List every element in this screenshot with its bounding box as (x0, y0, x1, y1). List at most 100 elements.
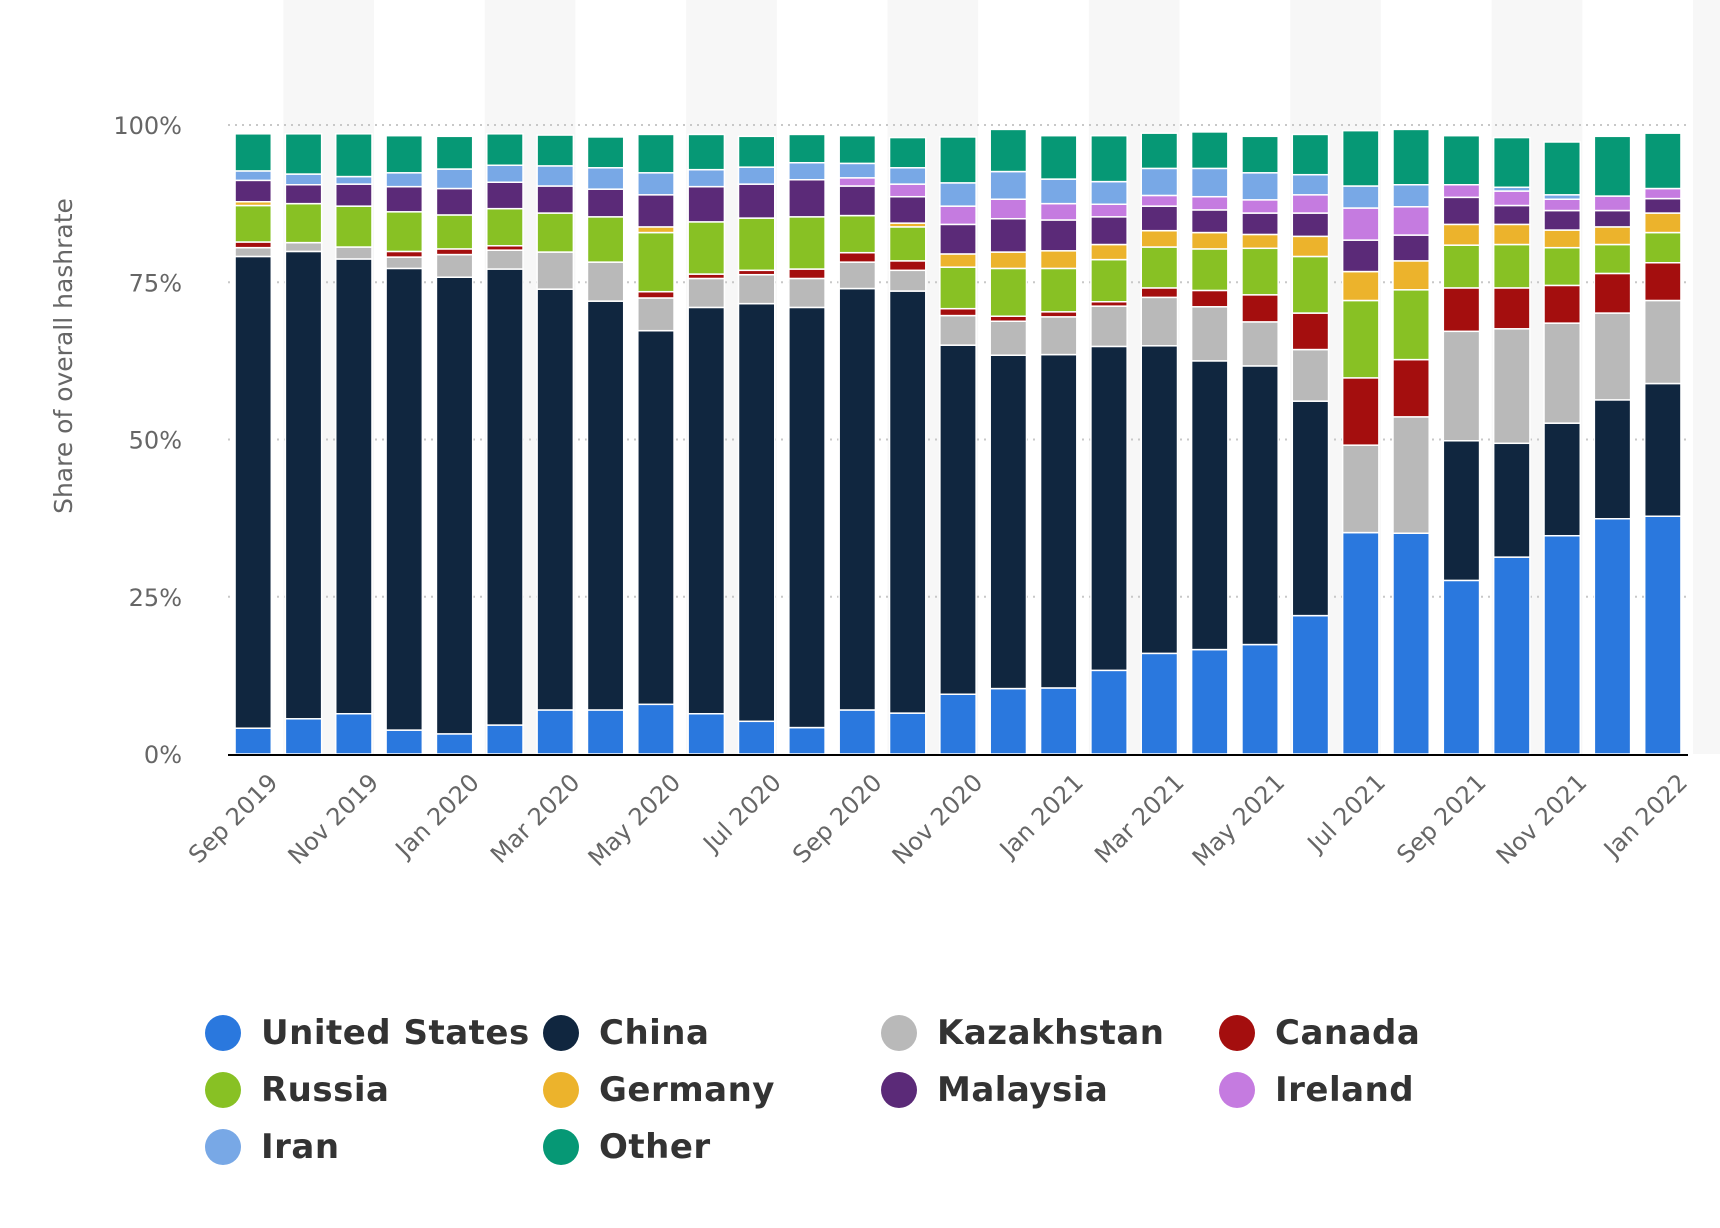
bar-segment-germany: Jan 2022 — Germany: 3.1% (1643, 212, 1682, 234)
x-tick-label: Nov 2019 (283, 768, 385, 870)
legend-item-malaysia[interactable]: Malaysia (881, 1065, 1108, 1115)
legend-item-ireland[interactable]: Ireland (1219, 1065, 1414, 1115)
bar-segment-ireland: Jul 2021 — Ireland: 5.1% (1341, 207, 1380, 241)
bar-segment-kazakhstan: Jul 2020 — Kazakhstan: 4.6% (737, 273, 776, 305)
bar-segment-germany: Nov 2020 — Germany: 2.1% (939, 253, 977, 268)
bar-segment-united-states: Mar 2021 — United States: 16% (1140, 652, 1179, 755)
bar-segment-malaysia: Jul 2021 — Malaysia: 5% (1341, 239, 1380, 273)
bar-segment-other: Sep 2021 — Other: 7.8% (1442, 134, 1481, 186)
bar-segment-canada: Sep 2021 — Canada: 6.9% (1442, 287, 1481, 333)
bar-segment-russia: May 2021 — Russia: 7.4% (1241, 247, 1279, 296)
bar-segment-germany: Nov 2021 — Germany: 2.8% (1543, 229, 1582, 249)
bar-stack: Apr 2021 — United States: 16.6%Apr 2021 … (1190, 131, 1229, 755)
bar-stack: Apr 2020 — United States: 7%Apr 2020 — C… (586, 136, 625, 755)
legend-swatch (881, 1015, 917, 1051)
bar-segment-china: Sep 2019 — China: 75% (234, 255, 273, 729)
x-tick-label: Mar 2020 (485, 768, 585, 868)
legend-item-kazakhstan[interactable]: Kazakhstan (881, 1008, 1164, 1058)
bar-segment-kazakhstan: Sep 2019 — Kazakhstan: 1.4% (234, 246, 273, 258)
bar-segment-malaysia: Jan 2020 — Malaysia: 4.2% (435, 187, 474, 216)
bar-segment-other: Jul 2021 — Other: 8.8% (1341, 129, 1380, 187)
bar-segment-iran: Apr 2020 — Iran: 3.4% (586, 167, 625, 190)
legend-label: Ireland (1275, 1070, 1415, 1110)
x-tick-label: Sep 2021 (1391, 768, 1491, 868)
bar-stack: Jul 2020 — United States: 5.2%Jul 2020 —… (737, 135, 776, 755)
bar-segment-canada: Mar 2021 — Canada: 1.5% (1140, 287, 1179, 299)
bar-segment-russia: Aug 2021 — Russia: 11.1% (1392, 289, 1430, 361)
bar-stack: Jul 2021 — United States: 35.2%Jul 2021 … (1341, 129, 1380, 755)
x-tick-label: Jan 2021 (993, 768, 1089, 864)
bar-segment-china: Nov 2019 — China: 72.3% (334, 258, 373, 715)
bar-stack: Jan 2022 — United States: 37.8%Jan 2022 … (1643, 132, 1682, 755)
x-tick-label: Jul 2020 (697, 768, 787, 858)
bar-segment-china: Jan 2021 — China: 53% (1039, 353, 1078, 689)
bar-segment-china: Dec 2021 — China: 18.9% (1593, 399, 1632, 520)
bar-segment-malaysia: Sep 2020 — Malaysia: 4.7% (838, 185, 877, 217)
bar-segment-russia: Feb 2021 — Russia: 6.7% (1090, 258, 1128, 303)
bar-segment-germany: Sep 2021 — Germany: 3.3% (1442, 223, 1481, 246)
bar-segment-united-states: Sep 2019 — United States: 4.1% (234, 727, 273, 755)
bar-segment-china: Sep 2020 — China: 67% (838, 287, 877, 711)
bar-segment-united-states: Dec 2021 — United States: 37.4% (1593, 518, 1632, 755)
legend-swatch (205, 1129, 241, 1165)
bar-segment-united-states: Apr 2020 — United States: 7% (586, 709, 625, 755)
bar-segment-other: Sep 2020 — Other: 4.4% (838, 134, 877, 165)
legend-item-germany[interactable]: Germany (543, 1065, 775, 1115)
legend-label: Other (599, 1127, 711, 1167)
bar-segment-russia: Nov 2021 — Russia: 6% (1543, 246, 1582, 287)
bar-segment-united-states: Sep 2020 — United States: 7% (838, 709, 877, 755)
bar-segment-malaysia: Feb 2020 — Malaysia: 4.2% (486, 181, 524, 210)
bar-segment-russia: Jan 2021 — Russia: 6.9% (1039, 267, 1078, 313)
bar-segment-kazakhstan: Feb 2021 — Kazakhstan: 6.4% (1090, 305, 1128, 348)
bar-segment-ireland: Apr 2021 — Ireland: 2.1% (1190, 195, 1229, 211)
bar-segment-iran: Feb 2020 — Iran: 2.7% (486, 164, 524, 183)
bar-segment-canada: Nov 2021 — Canada: 6% (1543, 284, 1582, 324)
legend-item-iran[interactable]: Iran (205, 1122, 340, 1172)
bar-segment-iran: Jan 2021 — Iran: 3.9% (1039, 178, 1078, 205)
legend-item-canada[interactable]: Canada (1219, 1008, 1420, 1058)
bar-segment-kazakhstan: Mar 2021 — Kazakhstan: 7.7% (1140, 296, 1179, 347)
bar-segment-malaysia: Apr 2020 — Malaysia: 4.4% (586, 188, 625, 218)
bar-stack: Mar 2020 — United States: 7%Mar 2020 — C… (536, 134, 575, 755)
bar-stack: Sep 2019 — United States: 4.1%Sep 2019 —… (234, 133, 273, 755)
bar-segment-united-states: Feb 2021 — United States: 13.3% (1090, 669, 1128, 755)
legend-swatch (543, 1072, 579, 1108)
legend-item-china[interactable]: China (543, 1008, 709, 1058)
bar-segment-kazakhstan: Jul 2021 — Kazakhstan: 13.9% (1341, 444, 1380, 534)
bar-segment-china: May 2021 — China: 44.3% (1241, 365, 1279, 646)
bar-segment-canada: Nov 2020 — Canada: 1.1% (939, 307, 977, 317)
bar-segment-united-states: May 2020 — United States: 7.9% (637, 703, 675, 755)
bar-segment-malaysia: Jun 2021 — Malaysia: 3.7% (1291, 212, 1330, 238)
legend-item-russia[interactable]: Russia (205, 1065, 389, 1115)
bar-segment-ireland: Nov 2020 — Ireland: 2.9% (939, 205, 977, 226)
bar-segment-kazakhstan: Oct 2021 — Kazakhstan: 18.2% (1492, 328, 1531, 445)
legend-swatch (1219, 1072, 1255, 1108)
bar-segment-germany: Feb 2021 — Germany: 2.4% (1090, 243, 1128, 261)
bar-segment-other: Aug 2020 — Other: 4.5% (788, 133, 826, 164)
bar-stack: Mar 2021 — United States: 16% Mar 2021 — … (1140, 132, 1179, 755)
bar-segment-other: Mar 2021 — Other: 5.6% (1140, 132, 1179, 170)
bar-segment-kazakhstan: Oct 2019 — Kazakhstan: 1.4% (284, 241, 323, 253)
bar-segment-malaysia: Nov 2021 — Malaysia: 3.1% (1543, 209, 1582, 231)
bar-segment-other: Dec 2020 — Other: 6.7% (989, 128, 1028, 173)
bar-segment-china: Jun 2020 — China: 64.6% (687, 306, 726, 715)
bar-segment-iran: May 2020 — Iran: 3.5% (637, 172, 675, 196)
legend-label: Malaysia (937, 1070, 1109, 1110)
legend-item-other[interactable]: Other (543, 1122, 711, 1172)
bar-segment-china: Aug 2020 — China: 66.8% (788, 306, 826, 729)
bar-segment-russia: Jul 2020 — Russia: 8.3% (737, 217, 776, 272)
bar-segment-united-states: Dec 2019 — United States: 3.8% (385, 729, 424, 755)
bar-segment-malaysia: Nov 2019 — Malaysia: 3.5% (334, 183, 373, 207)
bar-segment-china: Nov 2020 — China: 55.5% (939, 344, 977, 695)
bar-segment-china: Apr 2020 — China: 65% (586, 300, 625, 711)
y-axis-title: Share of overall hashrate (49, 198, 78, 514)
bar-segment-united-states: Jan 2020 — United States: 3.2% (435, 733, 474, 755)
bar-segment-kazakhstan: Mar 2020 — Kazakhstan: 5.9% (536, 251, 575, 290)
bar-segment-malaysia: Nov 2020 — Malaysia: 4.7% (939, 223, 977, 255)
bar-segment-kazakhstan: Feb 2020 — Kazakhstan: 3% (486, 249, 524, 270)
y-tick-label: 100% (113, 112, 182, 140)
legend-swatch (205, 1072, 241, 1108)
bar-segment-ireland: Feb 2021 — Ireland: 2% (1090, 203, 1128, 218)
legend-item-united-states[interactable]: United States (205, 1008, 530, 1058)
bar-segment-canada: May 2021 — Canada: 4.3% (1241, 294, 1279, 323)
